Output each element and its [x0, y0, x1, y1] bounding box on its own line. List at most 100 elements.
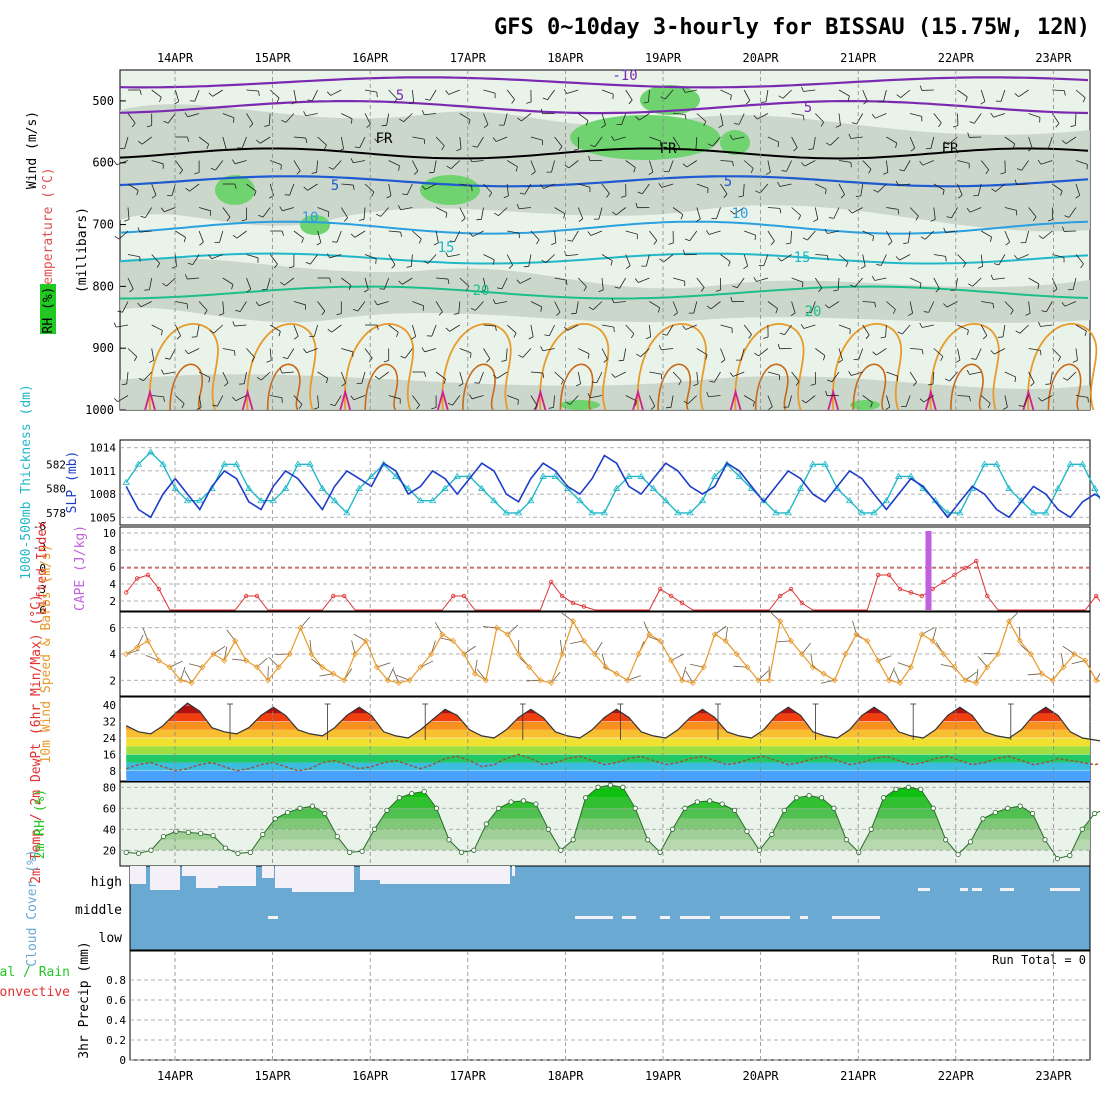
wind-barb-flag [396, 332, 399, 338]
wind-barb-flag [159, 97, 162, 103]
bottom-date-axis: 14APR 15APR 16APR 17APR 18APR 19APR 20APR 21APR… [157, 1069, 1072, 1083]
wind-barb-flag [164, 357, 171, 360]
wind-barb-flag [680, 214, 684, 220]
wind-barb-flag [469, 232, 474, 237]
wind-barb [910, 348, 923, 350]
wind-barb-flag [416, 404, 420, 410]
wind-barb-flag [785, 242, 791, 245]
wind-barb-flag [161, 369, 164, 375]
wind-barb [429, 89, 437, 101]
wind-barb-flag [966, 208, 971, 213]
li-point [952, 572, 957, 578]
wind-barb-flag [256, 139, 261, 144]
wind-speed-point [668, 657, 675, 664]
cloud-high-patch [292, 866, 354, 892]
wind-barb-flag [508, 264, 513, 269]
wind-barb-flag [1084, 330, 1087, 336]
wind-barb [175, 395, 185, 404]
wind-barb [903, 160, 911, 172]
thickness-point [122, 478, 130, 485]
wind-barb [743, 89, 751, 101]
rh-shade-region [120, 374, 1090, 410]
wind-barb-flag [139, 89, 142, 95]
contour-label: 5 [331, 178, 339, 194]
wind-barb [1028, 301, 1031, 314]
wind-barb-flag [171, 266, 177, 269]
date-label-top: 14APR [157, 51, 194, 65]
rh-point [831, 805, 837, 811]
wind-barb-flag [695, 218, 701, 223]
rh-point [943, 837, 949, 843]
wind-barb [211, 254, 223, 260]
wind-barb [269, 324, 281, 332]
wind-barb-flag [923, 311, 929, 313]
wind-barb [663, 254, 674, 263]
wind-barb [1051, 277, 1058, 290]
rh-point [446, 837, 452, 843]
wind-barb-flag [946, 216, 952, 219]
wind-barb [317, 371, 328, 379]
wind-speed-point [733, 650, 740, 658]
wind-barb-flag [943, 303, 948, 308]
thickness-point [330, 496, 339, 504]
wind-barb-flag [883, 172, 889, 175]
contour-label: 10 [302, 210, 319, 226]
wind-barb-flag [298, 404, 303, 409]
wind-barb-flag [423, 260, 429, 264]
wind-barb-flag [469, 156, 472, 162]
wind-barb-flag [732, 161, 734, 167]
wind-barb [578, 348, 590, 355]
wind-barb-flag [408, 101, 414, 105]
wind-barb [198, 371, 210, 378]
wind-barb [406, 183, 413, 195]
thickness-point [257, 496, 265, 504]
wind-barb [803, 89, 816, 92]
wind-barb-flag [541, 259, 547, 264]
wind-barb-flag [1080, 263, 1084, 269]
thickness-point [882, 496, 891, 504]
wind-barb-flag [536, 239, 540, 245]
wind-barb-flag [445, 327, 450, 332]
temp-tick: 8 [109, 765, 116, 778]
wind-barb-flag [278, 331, 281, 337]
wind-barb [781, 254, 792, 262]
wind-barb-flag [461, 217, 466, 222]
wind-barb [341, 348, 353, 353]
rh-point [669, 826, 676, 832]
wind-barb [1004, 371, 1016, 378]
wind-speed-point [602, 664, 609, 671]
wind-barb [175, 230, 186, 238]
temp-band [126, 762, 1090, 771]
wind-barb [668, 160, 674, 172]
wind-barb [969, 371, 982, 375]
wind-barb-flag [678, 380, 682, 386]
wind-barb-flag [770, 240, 775, 246]
rh-point [694, 799, 700, 805]
wind-barb [1028, 136, 1033, 149]
wind-barb-flag [199, 241, 204, 246]
precip-tick: 0.8 [106, 974, 126, 987]
wind-barb-flag [824, 304, 830, 309]
wind-barb-flag [291, 101, 297, 105]
wind-barb [188, 348, 200, 355]
rh-point [148, 847, 154, 853]
wind-barb [1018, 89, 1029, 98]
wind-barb-flag [307, 99, 313, 102]
wind-barb [720, 113, 724, 126]
wind-barb [854, 277, 864, 288]
wind-barb-flag [316, 242, 322, 246]
wind-barb-flag [977, 266, 983, 269]
rh-point [347, 849, 353, 855]
wind-barb [672, 136, 680, 148]
li-point [341, 593, 347, 599]
wind-barb [262, 207, 271, 218]
wind-barb [506, 324, 517, 334]
wind-barb-flag [493, 212, 499, 217]
contour-label: -10 [612, 68, 637, 84]
wind-speed-point [1038, 670, 1045, 677]
wind-barb [838, 183, 845, 195]
wind-barb [901, 324, 911, 335]
run-total-label: Run Total = 0 [992, 953, 1086, 967]
wind-barb-flag [234, 183, 237, 189]
wind-barb [856, 113, 864, 125]
